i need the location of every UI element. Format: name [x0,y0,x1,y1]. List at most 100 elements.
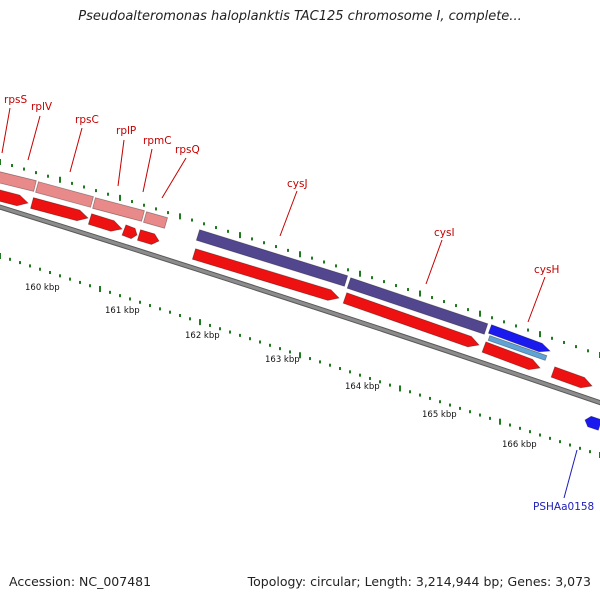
tick-mark [409,390,411,394]
tick-mark [527,328,529,332]
feature-rplV-box [35,181,94,208]
tick-mark [389,383,391,387]
tick-mark [229,330,231,334]
tick-mark [215,226,217,230]
tick-mark [179,313,181,317]
tick-mark [587,349,589,353]
tick-mark [395,284,397,288]
tick-mark [311,256,313,260]
tick-mark [467,308,469,312]
tick-mark [179,213,181,220]
tick-mark [503,320,505,324]
tick-mark [359,373,361,377]
tick-mark [239,333,241,337]
tick-mark [379,380,381,384]
tick-mark [299,251,301,258]
tick-mark [249,337,251,341]
tick-mark [79,280,81,284]
label-leader-line [1,107,11,154]
tick-mark [359,270,361,277]
tick-mark [0,159,1,165]
scale-label-164: 164 kbp [345,382,380,392]
scale-label-160: 160 kbp [25,283,60,293]
tick-mark [589,450,591,454]
tick-mark [519,426,521,430]
gene-label-cysJ[interactable]: cysJ [287,178,308,190]
tick-mark [339,367,341,371]
tick-mark [383,280,385,284]
tick-mark [479,413,481,417]
tick-mark [287,248,289,252]
feature-red-arrow [0,187,29,207]
tick-mark [159,307,161,311]
tick-mark [95,189,97,193]
label-leader-line [142,148,153,193]
tick-mark [279,347,281,351]
tick-mark [455,304,457,308]
tick-mark [399,385,401,392]
scale-label-163: 163 kbp [265,355,300,365]
tick-mark [189,317,191,321]
tick-mark [329,363,331,367]
tick-mark [449,403,451,407]
tick-mark [431,296,433,300]
gene-label-rpsC[interactable]: rpsC [75,114,99,126]
tick-mark [559,440,561,444]
scale-label-165: 165 kbp [422,410,457,420]
tick-mark [269,343,271,347]
tick-mark [119,294,121,298]
gene-label-cysH[interactable]: cysH [534,264,559,276]
tick-mark [579,446,581,450]
tick-mark [251,237,253,241]
scale-label-161: 161 kbp [105,306,140,316]
tick-mark [369,376,371,380]
feature-cysJ-box [195,229,349,287]
tick-mark [489,416,491,420]
tick-mark [219,327,221,331]
gene-labels: rpsS rplV rpsC rplP rpmC rpsQ cysJ cysI … [4,94,594,513]
label-leader-line [117,139,125,187]
tick-mark [299,352,301,359]
tick-mark [149,304,151,308]
tick-mark [563,340,565,344]
tick-mark [191,218,193,222]
label-leader-line [425,239,443,285]
tick-mark [0,253,1,259]
tick-mark [69,277,71,281]
tick-mark [23,167,25,171]
tick-mark [319,360,321,364]
gene-label-PSHAa0158[interactable]: PSHAa0158 [533,501,594,513]
tick-mark [47,174,49,178]
gene-label-rpsQ[interactable]: rpsQ [175,144,200,156]
tick-mark [239,232,241,239]
feature-red-arrow [87,213,123,232]
tick-mark [89,284,91,288]
tick-mark [99,286,101,293]
feature-red-arrow [121,224,138,240]
label-leader-line [563,449,578,499]
tick-mark [575,345,577,349]
gene-label-rpmC[interactable]: rpmC [143,135,172,147]
gene-label-rpsS[interactable]: rpsS [4,94,27,106]
feature-red-arrow [550,366,593,389]
label-leader-line [69,127,83,173]
tick-mark [509,423,511,427]
gene-label-rplV[interactable]: rplV [31,101,53,113]
tick-mark [289,350,291,354]
label-leaders [1,107,578,499]
tick-mark [349,370,351,374]
tick-mark [479,310,481,317]
feature-cysH-arrow [487,324,551,353]
feature-PSHAa0158-arrow [584,415,600,431]
tick-mark [19,261,21,265]
tick-mark [459,406,461,410]
tick-mark [491,316,493,320]
accession-text: Accession: NC_007481 [9,574,152,589]
gene-label-rplP[interactable]: rplP [116,125,136,137]
feature-red-arrow [136,229,160,245]
gene-label-cysI[interactable]: cysI [434,227,455,239]
tick-mark [155,207,157,211]
tick-mark [259,340,261,344]
